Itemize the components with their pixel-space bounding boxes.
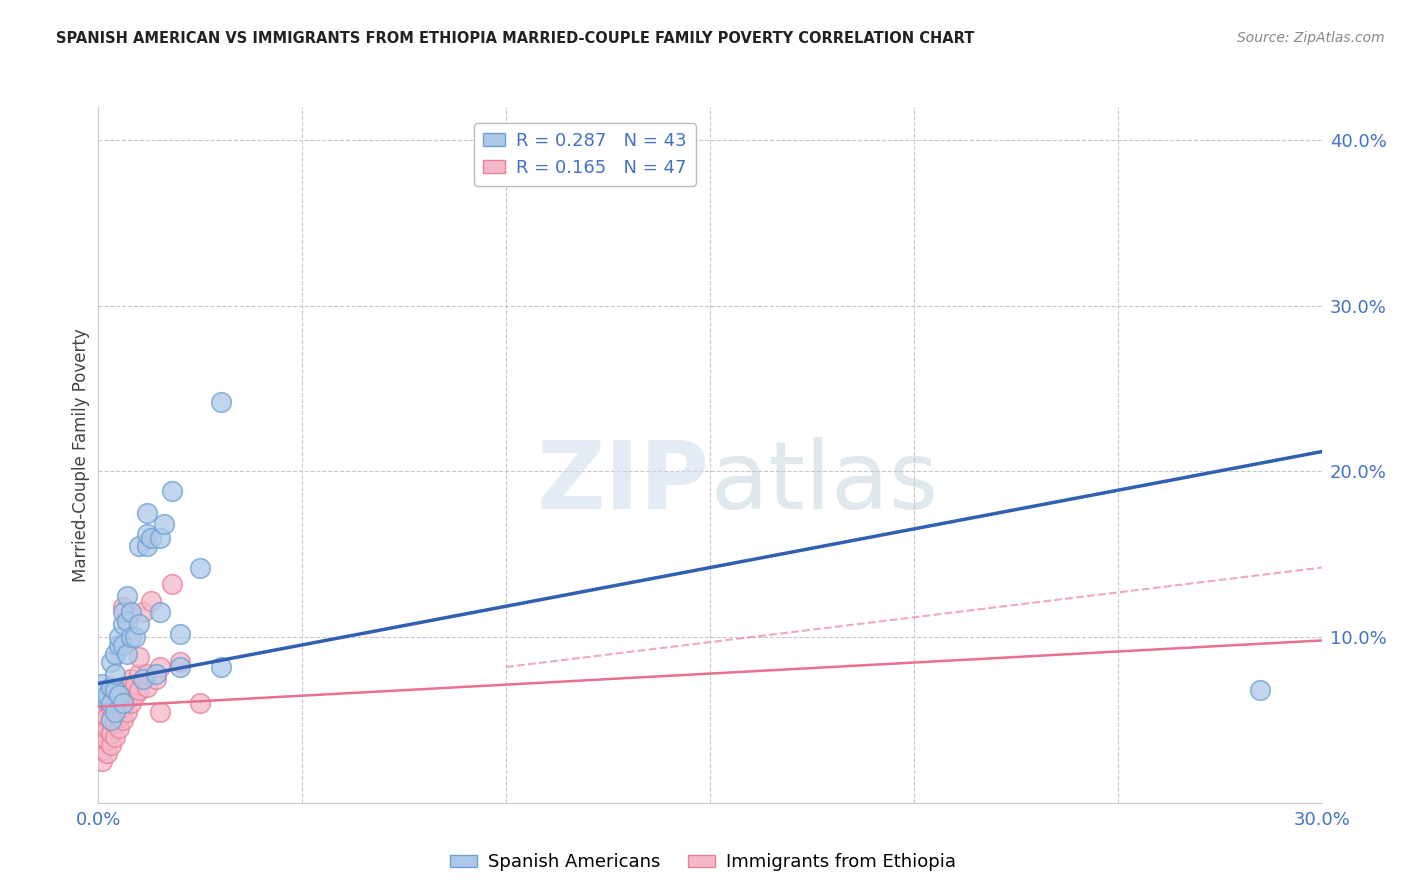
- Point: [115, 647, 138, 661]
- Text: SPANISH AMERICAN VS IMMIGRANTS FROM ETHIOPIA MARRIED-COUPLE FAMILY POVERTY CORRE: SPANISH AMERICAN VS IMMIGRANTS FROM ETHI…: [56, 31, 974, 46]
- Point: [115, 614, 138, 628]
- Text: atlas: atlas: [710, 437, 938, 529]
- Point: [152, 517, 174, 532]
- Point: [108, 697, 131, 711]
- Point: [209, 660, 232, 674]
- Point: [100, 680, 122, 694]
- Point: [1249, 683, 1271, 698]
- Point: [96, 709, 118, 723]
- Point: [169, 655, 191, 669]
- Point: [91, 683, 114, 698]
- Point: [128, 650, 150, 665]
- Point: [160, 484, 183, 499]
- Point: [108, 688, 131, 702]
- Point: [149, 605, 172, 619]
- Point: [120, 630, 142, 644]
- Point: [115, 693, 138, 707]
- Point: [128, 616, 150, 631]
- Point: [145, 672, 167, 686]
- Point: [111, 639, 134, 653]
- Point: [149, 531, 172, 545]
- Point: [96, 721, 118, 735]
- Point: [120, 605, 142, 619]
- Point: [128, 539, 150, 553]
- Legend: Spanish Americans, Immigrants from Ethiopia: Spanish Americans, Immigrants from Ethio…: [443, 847, 963, 879]
- Point: [188, 560, 212, 574]
- Point: [108, 630, 131, 644]
- Point: [160, 577, 183, 591]
- Point: [104, 647, 127, 661]
- Point: [91, 743, 114, 757]
- Point: [120, 683, 142, 698]
- Point: [100, 713, 122, 727]
- Point: [120, 697, 142, 711]
- Y-axis label: Married-Couple Family Poverty: Married-Couple Family Poverty: [72, 328, 90, 582]
- Point: [149, 705, 172, 719]
- Point: [111, 616, 134, 631]
- Point: [136, 680, 159, 694]
- Point: [108, 683, 131, 698]
- Legend: R = 0.287   N = 43, R = 0.165   N = 47: R = 0.287 N = 43, R = 0.165 N = 47: [474, 123, 696, 186]
- Point: [128, 683, 150, 698]
- Point: [91, 705, 114, 719]
- Point: [96, 688, 118, 702]
- Point: [108, 721, 131, 735]
- Point: [108, 709, 131, 723]
- Point: [120, 672, 142, 686]
- Point: [111, 605, 134, 619]
- Point: [100, 655, 122, 669]
- Point: [136, 666, 159, 681]
- Point: [96, 746, 118, 760]
- Point: [149, 660, 172, 674]
- Text: Source: ZipAtlas.com: Source: ZipAtlas.com: [1237, 31, 1385, 45]
- Point: [100, 697, 122, 711]
- Point: [169, 627, 191, 641]
- Point: [104, 705, 127, 719]
- Point: [115, 705, 138, 719]
- Point: [108, 639, 131, 653]
- Point: [91, 716, 114, 731]
- Point: [104, 666, 127, 681]
- Point: [128, 666, 150, 681]
- Point: [124, 676, 146, 690]
- Point: [100, 688, 122, 702]
- Point: [104, 693, 127, 707]
- Point: [91, 676, 114, 690]
- Point: [104, 730, 127, 744]
- Point: [100, 726, 122, 740]
- Point: [100, 699, 122, 714]
- Point: [100, 738, 122, 752]
- Point: [111, 600, 134, 615]
- Point: [115, 680, 138, 694]
- Point: [96, 732, 118, 747]
- Point: [136, 539, 159, 553]
- Point: [169, 660, 191, 674]
- Point: [111, 699, 134, 714]
- Point: [104, 683, 127, 698]
- Point: [111, 697, 134, 711]
- Point: [136, 527, 159, 541]
- Point: [91, 755, 114, 769]
- Text: ZIP: ZIP: [537, 437, 710, 529]
- Point: [132, 672, 155, 686]
- Point: [124, 688, 146, 702]
- Point: [141, 531, 163, 545]
- Point: [96, 697, 118, 711]
- Point: [111, 713, 134, 727]
- Point: [188, 697, 212, 711]
- Point: [141, 593, 163, 607]
- Point: [209, 395, 232, 409]
- Point: [104, 705, 127, 719]
- Point: [136, 506, 159, 520]
- Point: [132, 605, 155, 619]
- Point: [96, 693, 118, 707]
- Point: [145, 666, 167, 681]
- Point: [104, 716, 127, 731]
- Point: [124, 630, 146, 644]
- Point: [100, 713, 122, 727]
- Point: [91, 730, 114, 744]
- Point: [115, 589, 138, 603]
